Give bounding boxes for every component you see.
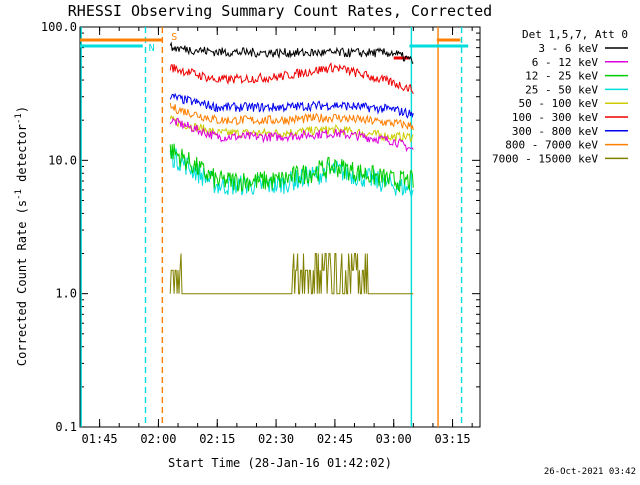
series-line — [169, 41, 414, 64]
series-line — [169, 102, 414, 131]
legend-label: 800 - 7000 keV — [505, 139, 598, 152]
legend-label: 50 - 100 keV — [519, 97, 599, 110]
plot-frame — [79, 26, 481, 428]
x-tick-label: 03:15 — [434, 432, 470, 446]
y-tick-label: 10.0 — [48, 153, 77, 167]
y-axis-label-end: ) — [15, 106, 29, 113]
x-tick-label: 02:30 — [258, 432, 294, 446]
y-tick-label: 1.0 — [55, 287, 77, 301]
series-line — [169, 143, 414, 193]
chart-title: RHESSI Observing Summary Count Rates, Co… — [68, 2, 492, 20]
status-flags: SN — [80, 32, 469, 60]
y-axis: 0.1 1.0 10.0 100.0 — [41, 20, 480, 434]
generation-timestamp: 26-Oct-2021 03:42 — [544, 467, 636, 477]
y-axis-label-mid: detector — [15, 124, 29, 189]
legend-label: 12 - 25 keV — [525, 70, 598, 83]
legend-label: 25 - 50 keV — [525, 83, 598, 96]
y-tick-label: 0.1 — [55, 420, 77, 434]
x-axis: 01:45 02:00 02:15 02:30 02:45 03:00 03:15 — [79, 27, 473, 446]
y-tick-label: 100.0 — [41, 20, 77, 34]
legend-label: 6 - 12 keV — [532, 56, 599, 69]
x-tick-label: 03:00 — [376, 432, 412, 446]
x-tick-label: 02:45 — [317, 432, 353, 446]
legend-label: 100 - 300 keV — [512, 111, 598, 124]
flag-label: S — [171, 32, 177, 43]
y-axis-label-main: Corrected Count Rate (s — [15, 200, 29, 366]
x-axis-label: Start Time (28-Jan-16 01:42:02) — [168, 456, 392, 470]
legend-label: 7000 - 15000 keV — [492, 152, 598, 165]
flag-label: N — [149, 43, 155, 54]
series-line — [169, 117, 414, 153]
series-line — [169, 253, 414, 295]
data-series — [169, 41, 414, 295]
legend-label: 300 - 800 keV — [512, 125, 598, 138]
legend-header: Det 1,5,7, Att 0 — [522, 28, 628, 41]
time-markers — [80, 27, 463, 427]
x-tick-label: 01:45 — [82, 432, 118, 446]
y-axis-label: Corrected Count Rate (s-1 detector-1) — [14, 106, 29, 366]
y-axis-label-sup1: -1 — [14, 189, 24, 200]
series-line — [169, 62, 414, 95]
x-tick-label: 02:15 — [199, 432, 235, 446]
legend-label: 3 - 6 keV — [538, 42, 598, 55]
series-line — [169, 92, 414, 119]
x-tick-label: 02:00 — [140, 432, 176, 446]
y-axis-label-sup2: -1 — [14, 113, 24, 124]
